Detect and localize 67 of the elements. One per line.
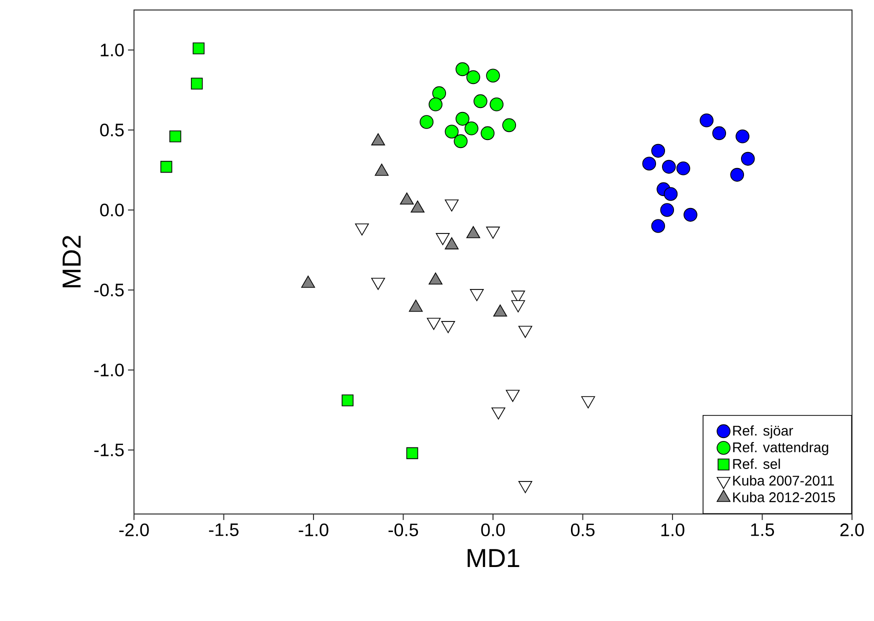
x-tick-label: -2.0 [119,524,149,536]
x-tick-label: 0.0 [481,524,505,536]
x-tick-label: 0.5 [570,524,595,536]
point [169,130,182,142]
x-tick-label: -0.5 [388,524,418,536]
point [466,70,480,84]
point [651,219,666,233]
point [664,187,678,201]
point [355,223,369,236]
point [736,129,750,144]
point [432,86,446,100]
legend-label: Kuba 2012-2015 [733,492,835,502]
point [676,161,690,176]
point [490,97,504,112]
point [474,94,488,108]
point [660,203,674,217]
point [506,390,520,402]
point [456,112,470,126]
y-tick-label: 0.0 [100,204,124,216]
point [511,300,526,312]
point [651,144,666,158]
point [371,278,386,290]
point [456,62,470,76]
point [581,396,596,408]
point [712,126,726,140]
point [436,233,450,246]
x-tick-label: 1.5 [751,524,774,536]
y-tick-label: -1.0 [94,364,124,376]
point [426,318,441,330]
point [444,124,459,138]
point [492,407,506,420]
point [470,289,484,302]
x-tick-label: 2.0 [840,524,864,536]
legend-label: Ref. sjöar [733,425,794,438]
x-axis-title: MD1 [468,549,520,568]
point [518,481,532,494]
point [464,121,478,136]
point [441,321,456,334]
legend-label: Kuba 2007-2011 [733,475,834,486]
point [192,42,205,54]
point [454,134,468,148]
point [662,160,676,174]
x-tick-label: 1.0 [661,524,684,536]
point [730,168,744,182]
point [684,208,698,222]
point [480,126,495,140]
point [428,97,442,112]
point [518,326,532,338]
y-tick-label: -1.5 [94,444,124,456]
y-tick-label: -0.5 [94,284,124,296]
legend-label: Ref. sel [733,458,780,469]
point [502,118,516,132]
y-axis-title: MD2 [62,236,81,288]
point [642,156,656,170]
x-tick-label: -1.5 [209,524,239,536]
x-tick-label: -1.0 [298,524,328,536]
point [420,115,434,129]
legend-label: Ref. vattendrag [733,442,828,456]
point [486,68,500,82]
point [741,152,755,166]
point [700,113,714,128]
point [444,199,459,212]
point [190,78,203,90]
point [160,160,172,173]
y-tick-label: 1.0 [100,44,124,56]
point [486,226,500,239]
y-tick-label: 0.5 [100,124,124,136]
